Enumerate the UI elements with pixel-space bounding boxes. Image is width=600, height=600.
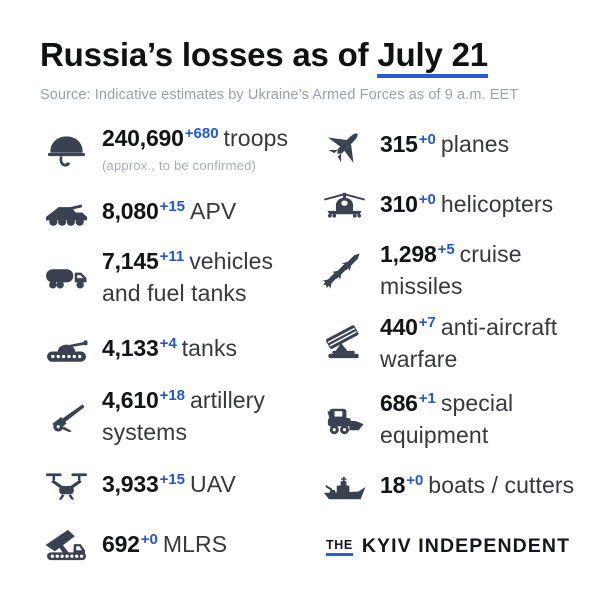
stat-icon-box: [40, 193, 92, 233]
stat-value: 310: [380, 191, 418, 217]
stat-delta: +15: [159, 198, 186, 215]
anti-aircraft-icon: [325, 325, 359, 359]
stat-row: 3,933+15 UAV: [40, 466, 310, 506]
special-equipment-icon: [326, 408, 364, 435]
stat-delta: +0: [418, 131, 436, 148]
stat-icon-box: [40, 397, 92, 437]
stat-row: 4,133+4 tanks: [40, 330, 310, 370]
stats-column-right: 315+0 planes 310+0 helicopters 1,298+5 cruise…: [318, 126, 588, 558]
stat-value: 692: [102, 531, 140, 557]
helmet-icon: [47, 136, 85, 167]
stat-row: 686+1 special equipment: [318, 389, 588, 450]
drone-icon: [45, 472, 87, 500]
stat-value: 3,933: [102, 471, 159, 497]
stat-icon-box: [318, 186, 370, 226]
stat-value: 315: [380, 131, 418, 157]
stat-row: 440+7 anti-aircraft warfare: [318, 313, 588, 374]
source-line: Source: Indicative estimates by Ukraine’…: [40, 87, 519, 103]
tank-icon: [46, 339, 87, 362]
stat-icon-box: [40, 330, 92, 370]
title-prefix: Russia’s losses as of: [40, 36, 378, 73]
stat-label: planes: [440, 131, 510, 157]
stat-delta: +7: [418, 314, 436, 331]
stat-value: 1,298: [380, 241, 437, 267]
stat-delta: +4: [159, 335, 177, 352]
stats-column-left: 240,690+680 troops (approx., to be confirm…: [40, 124, 310, 566]
stat-label: cruise missiles: [380, 241, 522, 299]
stat-icon-box: [318, 467, 370, 507]
stat-icon-box: [318, 324, 370, 364]
apv-icon: [45, 204, 87, 226]
stat-delta: +680: [184, 125, 219, 142]
stat-note: (approx., to be confirmed): [102, 158, 257, 173]
stat-icon-box: [318, 400, 370, 440]
stat-icon-box: [40, 526, 92, 566]
stat-row: 310+0 helicopters: [318, 186, 588, 226]
stat-row: 315+0 planes: [318, 126, 588, 166]
stat-label: MLRS: [162, 531, 228, 557]
cruise-missile-icon: [321, 253, 360, 289]
stat-value: 686: [380, 390, 418, 416]
stat-row: 4,610+18 artillery systems: [40, 386, 310, 447]
jet-icon: [327, 132, 358, 163]
stat-icon-box: [40, 466, 92, 506]
stat-delta: +0: [406, 472, 424, 489]
stat-label: APV: [190, 198, 237, 224]
stat-delta: +15: [159, 471, 186, 488]
logo-the: THE: [326, 538, 353, 556]
boat-icon: [323, 476, 365, 499]
stat-delta: +18: [159, 387, 186, 404]
header: Russia’s losses as of July 21 Source: In…: [40, 36, 580, 103]
stat-delta: +5: [437, 241, 455, 258]
stat-delta: +11: [159, 248, 185, 265]
stat-label: anti-aircraft warfare: [380, 314, 558, 372]
artillery-icon: [51, 404, 85, 433]
stat-icon-box: [40, 130, 92, 170]
stat-row: 8,080+15 APV: [40, 193, 310, 233]
stat-delta: +1: [418, 390, 436, 407]
helicopter-icon: [323, 192, 365, 218]
stat-row: 240,690+680 troops (approx., to be confirm…: [40, 124, 310, 175]
stat-value: 18: [380, 472, 406, 498]
stat-label: special equipment: [380, 390, 514, 448]
stat-icon-box: [318, 126, 370, 166]
stat-value: 240,690: [102, 125, 184, 151]
stat-value: 4,133: [102, 335, 159, 361]
stat-label: tanks: [181, 335, 238, 361]
stat-label: troops: [223, 125, 289, 151]
stat-delta: +0: [418, 191, 436, 208]
stat-label: helicopters: [440, 191, 554, 217]
stat-label: vehicles and fuel tanks: [102, 248, 274, 306]
stat-label: UAV: [190, 471, 236, 497]
stat-icon-box: [318, 251, 370, 291]
stat-label: boats / cutters: [428, 472, 575, 498]
title-date: July 21: [377, 36, 488, 78]
page-title: Russia’s losses as of July 21: [40, 36, 580, 78]
stat-value: 440: [380, 314, 418, 340]
stat-label: artillery systems: [102, 387, 266, 445]
mlrs-icon: [45, 529, 86, 560]
stat-value: 8,080: [102, 198, 159, 224]
stat-row: 7,145+11 vehicles and fuel tanks: [40, 247, 310, 308]
stat-row: 1,298+5 cruise missiles: [318, 240, 588, 301]
stat-value: 7,145: [102, 248, 159, 274]
kyiv-independent-logo: THE KYIV INDEPENDENT: [318, 535, 588, 558]
stat-value: 4,610: [102, 387, 159, 413]
fuel-truck-icon: [45, 269, 86, 289]
logo-wordmark: KYIV INDEPENDENT: [361, 535, 571, 557]
stat-row: 692+0 MLRS: [40, 526, 310, 566]
stat-delta: +0: [140, 531, 158, 548]
stat-icon-box: [40, 258, 92, 298]
stat-row: 18+0 boats / cutters: [318, 467, 588, 507]
